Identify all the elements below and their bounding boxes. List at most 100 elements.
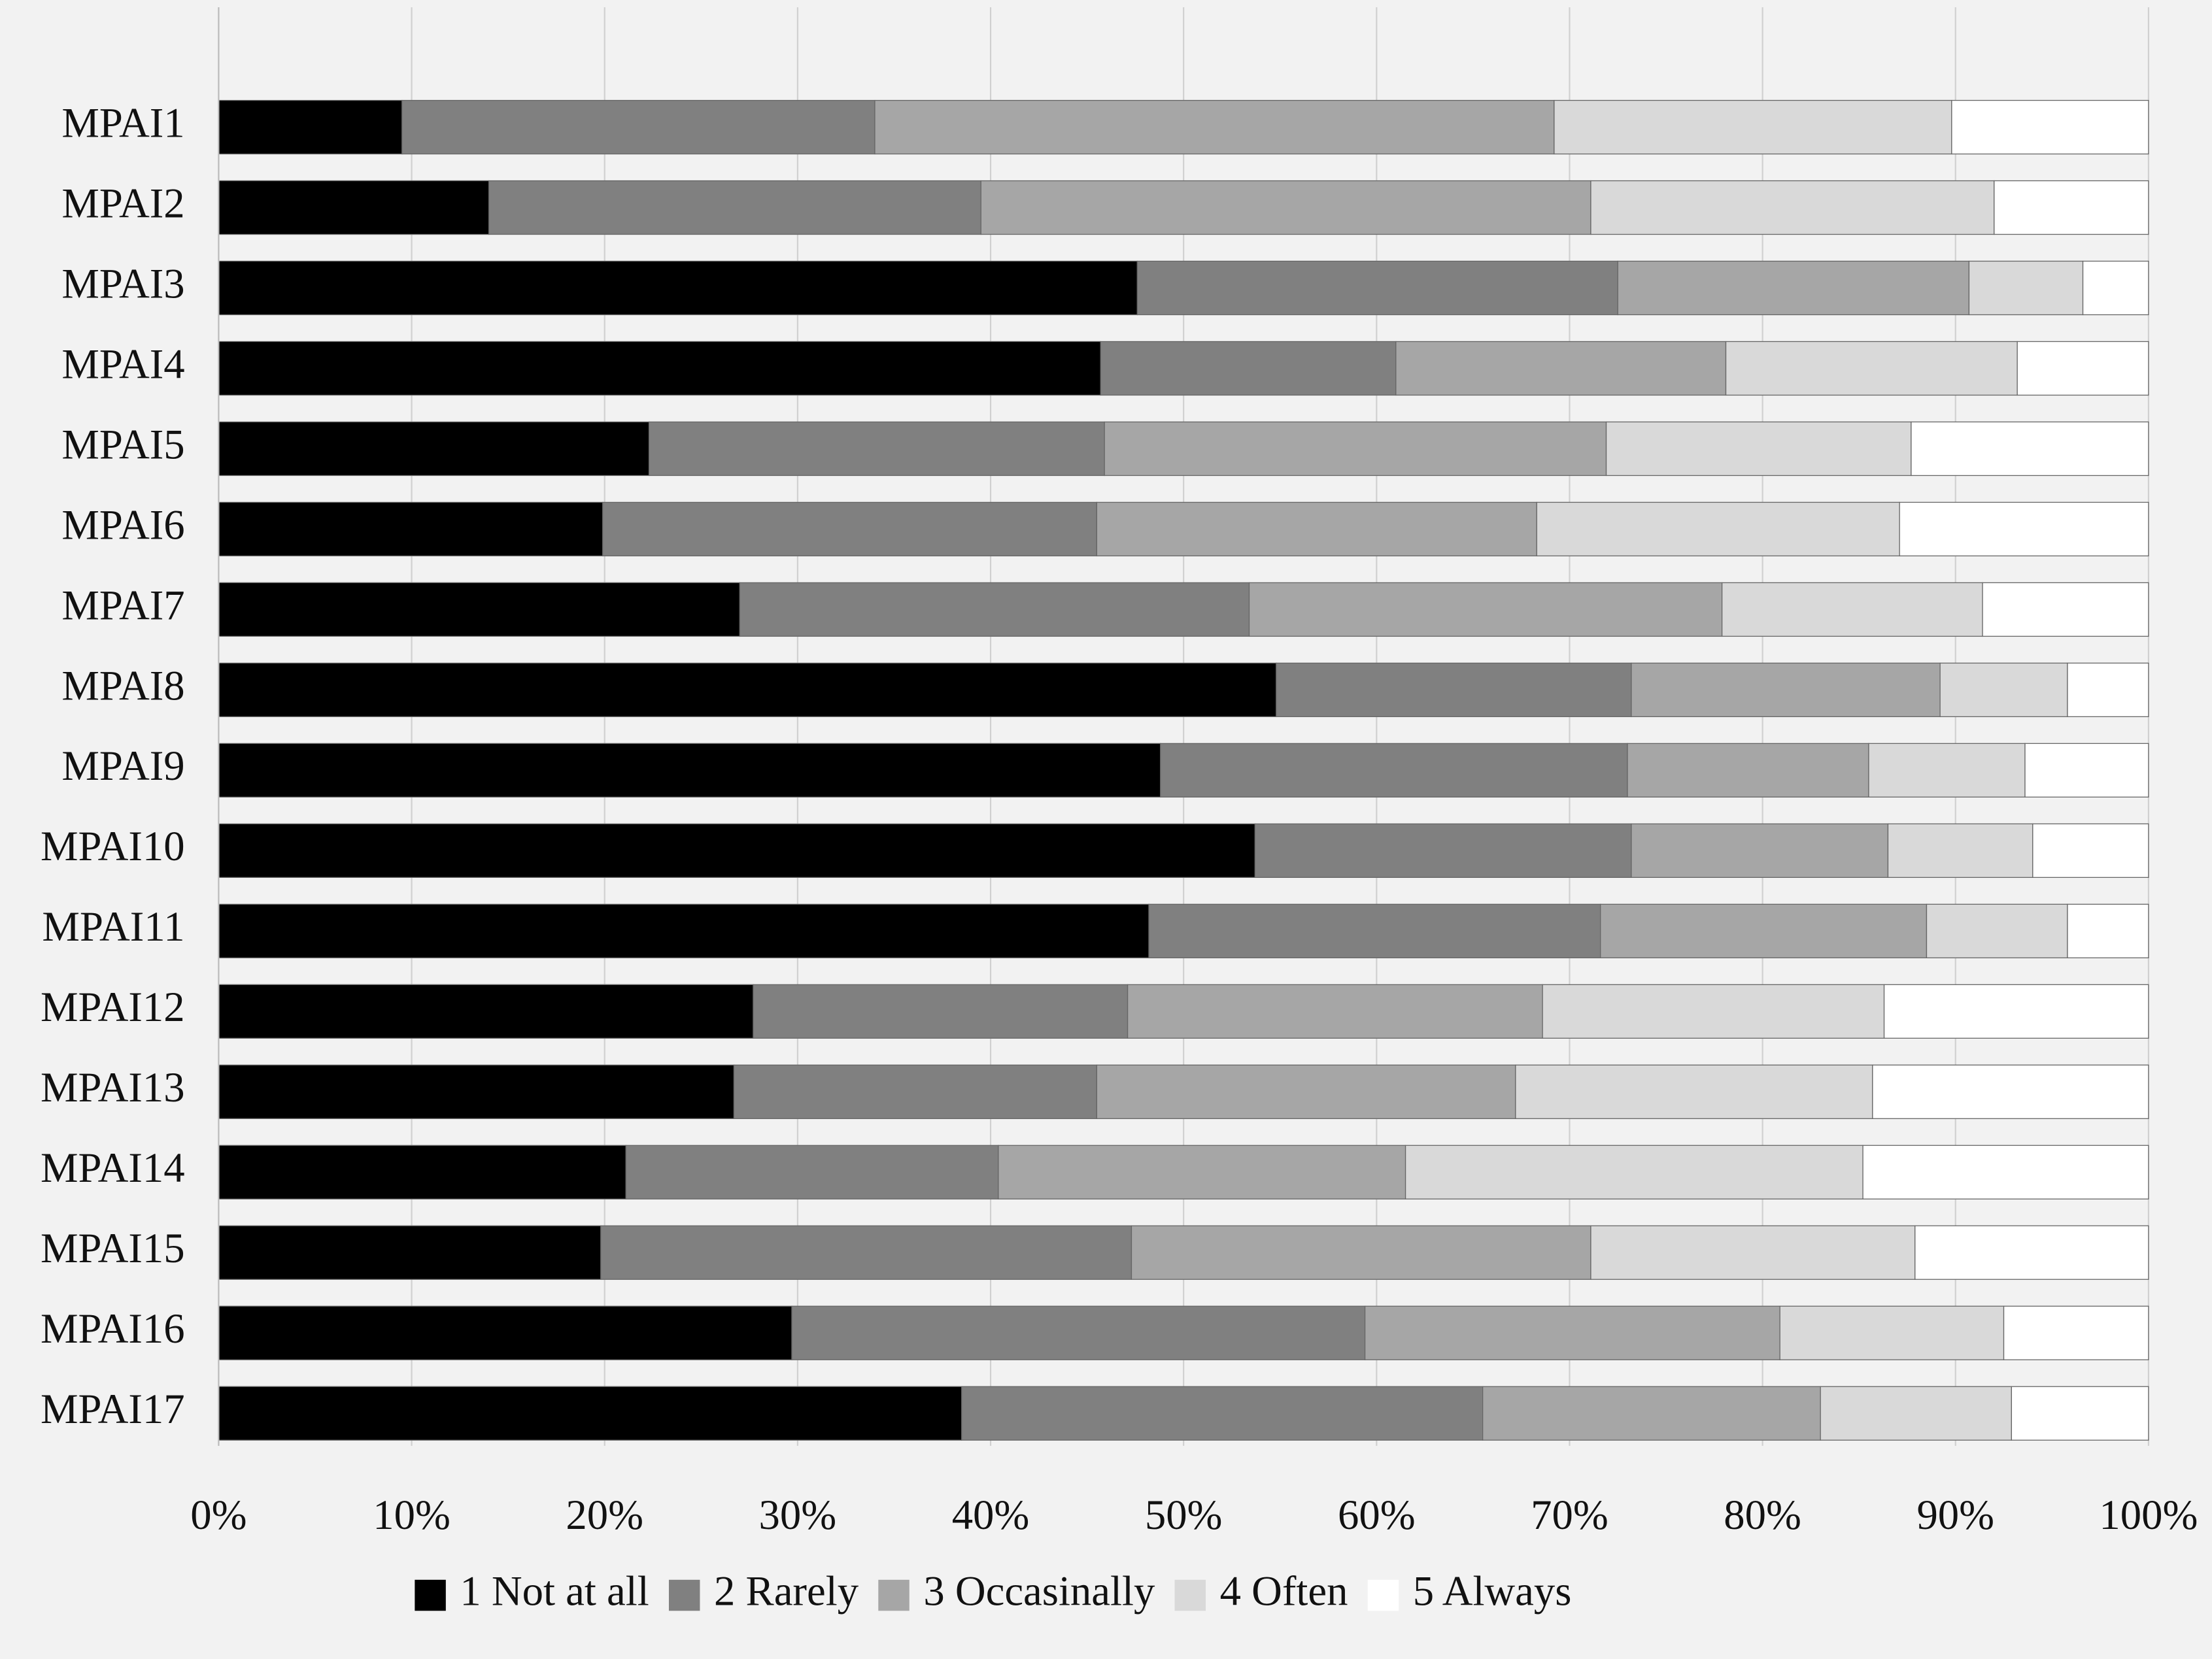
bar-segment	[1395, 341, 1727, 396]
legend-swatch	[415, 1579, 446, 1611]
y-tick-label: MPAI8	[61, 662, 184, 709]
bar-segment	[1862, 1145, 2149, 1199]
bar-segment	[218, 341, 1101, 396]
bar-segment	[488, 180, 981, 235]
bar-segment	[739, 582, 1250, 637]
bar-segment	[1131, 1225, 1591, 1280]
bar-segment	[1542, 984, 1885, 1039]
bar-segment	[600, 1225, 1132, 1280]
x-tick-label: 40%	[952, 1491, 1030, 1538]
bar-segment	[218, 1145, 626, 1199]
bar-segment	[1994, 180, 2149, 235]
bar-segment	[218, 984, 754, 1039]
legend-swatch	[668, 1579, 700, 1611]
y-tick-label: MPAI16	[41, 1305, 185, 1352]
bar-segment	[1404, 1145, 1863, 1199]
bar-segment	[1096, 1064, 1516, 1119]
y-tick-label: MPAI12	[41, 983, 185, 1030]
legend-label: 2 Rarely	[714, 1567, 859, 1614]
bar-segment	[218, 1225, 602, 1280]
bar-segment	[1248, 582, 1723, 637]
bar-segment	[998, 1145, 1406, 1199]
y-tick-label: MPAI17	[41, 1385, 185, 1432]
bar-segment	[218, 1386, 962, 1441]
bar-segment	[602, 501, 1097, 557]
bar-segment	[1627, 743, 1869, 798]
legend-label: 5 Always	[1413, 1567, 1572, 1614]
bar-segment	[1364, 1305, 1780, 1360]
bar-segment	[1104, 421, 1607, 477]
bar-segment	[1868, 743, 2026, 798]
bar-segment	[1982, 582, 2149, 637]
bar-segment	[218, 501, 604, 557]
bar-segment	[2003, 1305, 2149, 1360]
bar-segment	[753, 984, 1129, 1039]
bar-segment	[1779, 1305, 2005, 1360]
x-tick-label: 60%	[1338, 1491, 1416, 1538]
x-tick-label: 20%	[566, 1491, 643, 1538]
x-tick-label: 30%	[759, 1491, 837, 1538]
bar-segment	[1951, 99, 2149, 155]
bar-segment	[980, 180, 1591, 235]
bar-segment	[625, 1145, 999, 1199]
bar-segment	[401, 99, 876, 155]
y-tick-label: MPAI6	[61, 501, 184, 548]
bar-segment	[1911, 421, 2149, 477]
bar-segment	[1883, 984, 2149, 1039]
legend-swatch	[878, 1579, 910, 1611]
y-tick-label: MPAI5	[61, 420, 184, 467]
bar-segment	[1482, 1386, 1821, 1441]
bar-segment	[2016, 341, 2149, 396]
legend-swatch	[1174, 1579, 1206, 1611]
bar-segment	[2067, 903, 2149, 958]
bar-segment	[1136, 260, 1618, 316]
bar-segment	[1100, 341, 1397, 396]
bar-segment	[2011, 1386, 2149, 1441]
bar-segment	[791, 1305, 1366, 1360]
legend-label: 1 Not at all	[460, 1567, 649, 1614]
bar-segment	[1820, 1386, 2013, 1441]
bar-segment	[218, 823, 1256, 879]
bar-segment	[218, 903, 1149, 958]
bar-segment	[1872, 1064, 2149, 1119]
bar-segment	[218, 662, 1277, 718]
x-tick-label: 0%	[190, 1491, 247, 1538]
legend-label: 4 Often	[1220, 1567, 1348, 1614]
bar-segment	[1515, 1064, 1873, 1119]
bar-segment	[218, 99, 403, 155]
bar-segment	[218, 1064, 735, 1119]
bar-segment	[1254, 823, 1632, 879]
bar-segment	[1968, 260, 2084, 316]
bar-segment	[218, 582, 740, 637]
bar-segment	[1160, 743, 1628, 798]
bar-segment	[1127, 984, 1543, 1039]
bar-segment	[218, 1305, 792, 1360]
bar-segment	[1887, 823, 2033, 879]
bar-segment	[1631, 662, 1941, 718]
y-tick-label: MPAI3	[61, 260, 184, 307]
bar-segment	[1600, 903, 1928, 958]
bar-segment	[874, 99, 1555, 155]
bar-segment	[961, 1386, 1484, 1441]
legend-label: 3 Occasinally	[923, 1567, 1155, 1614]
bar-segment	[1725, 341, 2018, 396]
bar-segment	[1276, 662, 1632, 718]
bar-segment	[1605, 421, 1912, 477]
y-tick-label: MPAI11	[42, 903, 184, 950]
bar-segment	[218, 180, 490, 235]
x-tick-label: 10%	[373, 1491, 451, 1538]
bar-segment	[648, 421, 1105, 477]
y-tick-label: MPAI15	[41, 1224, 185, 1271]
y-tick-label: MPAI4	[61, 340, 184, 387]
y-tick-label: MPAI2	[61, 179, 184, 226]
x-tick-label: 80%	[1724, 1491, 1801, 1538]
y-tick-label: MPAI1	[61, 99, 184, 146]
x-tick-label: 70%	[1531, 1491, 1608, 1538]
bar-segment	[218, 260, 1138, 316]
y-tick-label: MPAI7	[61, 581, 184, 628]
bar-segment	[2024, 743, 2149, 798]
legend-swatch	[1367, 1579, 1399, 1611]
bar-segment	[2032, 823, 2149, 879]
bar-segment	[1536, 501, 1900, 557]
